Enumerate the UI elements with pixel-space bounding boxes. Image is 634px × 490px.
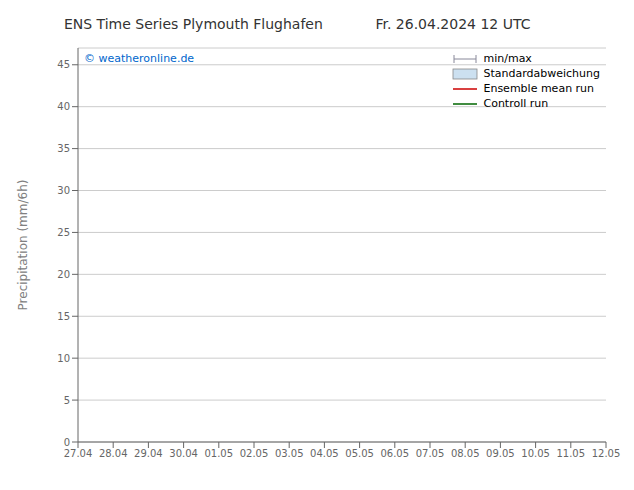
svg-text:10: 10 (57, 353, 70, 364)
svg-text:10.05: 10.05 (521, 448, 550, 459)
svg-text:03.05: 03.05 (275, 448, 304, 459)
svg-text:02.05: 02.05 (240, 448, 269, 459)
svg-text:Precipitation (mm/6h): Precipitation (mm/6h) (16, 180, 30, 311)
svg-text:25: 25 (57, 227, 70, 238)
svg-text:35: 35 (57, 143, 70, 154)
svg-text:45: 45 (57, 59, 70, 70)
svg-text:28.04: 28.04 (99, 448, 128, 459)
svg-text:07.05: 07.05 (416, 448, 445, 459)
svg-text:30.04: 30.04 (169, 448, 198, 459)
svg-text:04.05: 04.05 (310, 448, 339, 459)
svg-text:12.05: 12.05 (592, 448, 621, 459)
svg-text:09.05: 09.05 (486, 448, 515, 459)
svg-text:15: 15 (57, 311, 70, 322)
html-text:Ensemble mean run: Ensemble mean run (483, 82, 595, 95)
svg-text:08.05: 08.05 (451, 448, 480, 459)
svg-text:0: 0 (64, 437, 70, 448)
svg-text:40: 40 (57, 101, 70, 112)
svg-text:06.05: 06.05 (380, 448, 409, 459)
svg-text:11.05: 11.05 (556, 448, 585, 459)
html-text:ENS Time Series Plymouth Flugh: ENS Time Series Plymouth Flughafen (63, 16, 323, 32)
svg-text:20: 20 (57, 269, 70, 280)
svg-text:30: 30 (57, 185, 70, 196)
svg-text:29.04: 29.04 (134, 448, 163, 459)
html-text:Controll run: Controll run (483, 97, 549, 110)
html-text:min/max: min/max (483, 52, 532, 65)
svg-text:27.04: 27.04 (64, 448, 93, 459)
svg-text:01.05: 01.05 (204, 448, 233, 459)
svg-text:5: 5 (64, 395, 70, 406)
svg-text:05.05: 05.05 (345, 448, 374, 459)
html-text:© weatheronline.de: © weatheronline.de (84, 52, 195, 65)
html-text:Fr. 26.04.2024 12 UTC: Fr. 26.04.2024 12 UTC (375, 16, 531, 32)
html-text:Standardabweichung: Standardabweichung (483, 67, 600, 80)
